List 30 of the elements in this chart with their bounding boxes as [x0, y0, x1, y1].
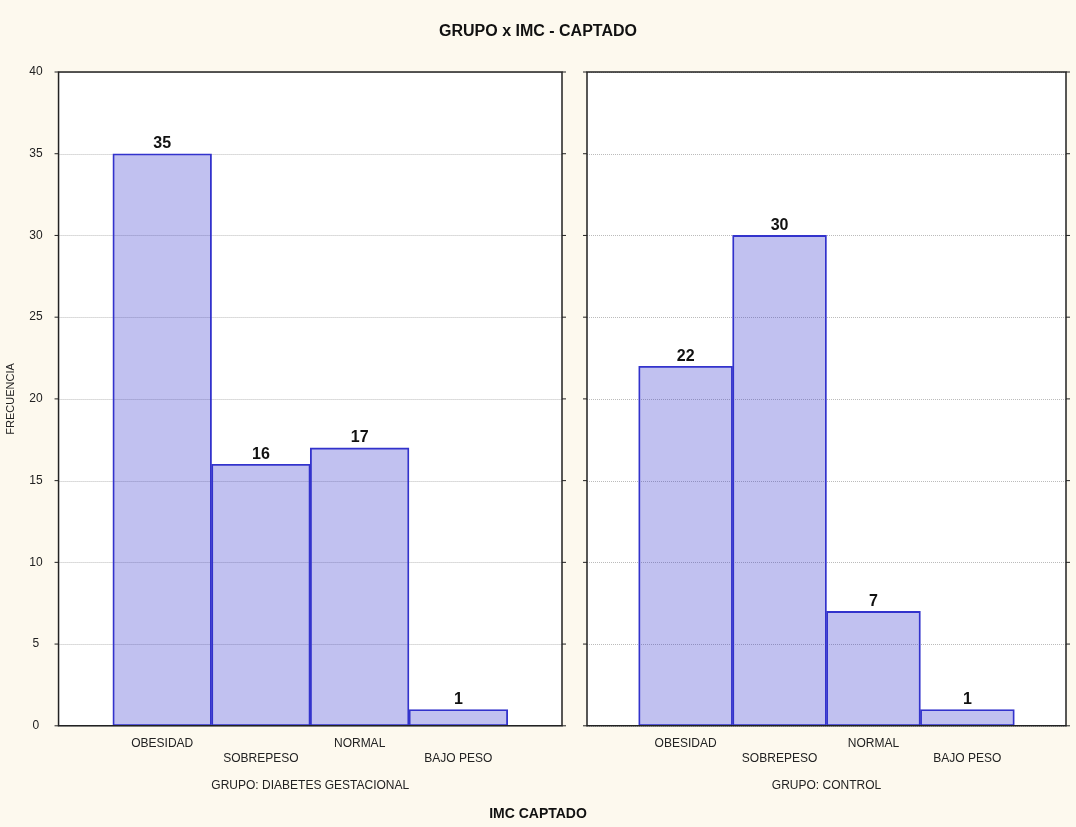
x-tick-label: BAJO PESO [933, 750, 1002, 765]
y-tick-label: 0 [32, 718, 40, 733]
y-tick-label: 30 [29, 227, 43, 242]
x-tick-label: BAJO PESO [424, 750, 493, 765]
data-label: 17 [350, 428, 369, 446]
y-tick-label: 5 [32, 636, 40, 651]
data-label: 1 [962, 689, 972, 707]
x-tick-label: NORMAL [333, 736, 386, 751]
data-label: 35 [153, 134, 172, 152]
data-label: 16 [252, 444, 270, 462]
y-tick-label: 25 [29, 309, 43, 324]
y-tick-label: 10 [29, 554, 43, 569]
y-tick-label: 35 [29, 146, 43, 161]
x-tick-label: SOBREPESO [741, 750, 818, 765]
y-tick-label: 40 [29, 64, 43, 79]
data-label: 1 [453, 689, 463, 707]
data-label: 30 [770, 215, 789, 233]
x-axis-title: GRUPO: CONTROL [771, 778, 882, 793]
x-tick-label: SOBREPESO [223, 750, 299, 765]
x-tick-label: NORMAL [847, 736, 900, 751]
y-tick-label: 15 [29, 472, 43, 487]
y-tick-label: 20 [29, 391, 43, 406]
y-axis-title: FRECUENCIA [3, 362, 16, 435]
x-tick-label: OBESIDAD [654, 736, 717, 751]
data-label: 22 [676, 346, 695, 364]
chart-title: GRUPO x IMC - CAPTADO [438, 22, 638, 40]
data-label: 7 [869, 591, 879, 609]
text: IMC CAPTADO [488, 805, 588, 821]
x-tick-label: OBESIDAD [131, 736, 194, 751]
x-axis-title: GRUPO: DIABETES GESTACIONAL [211, 778, 410, 793]
